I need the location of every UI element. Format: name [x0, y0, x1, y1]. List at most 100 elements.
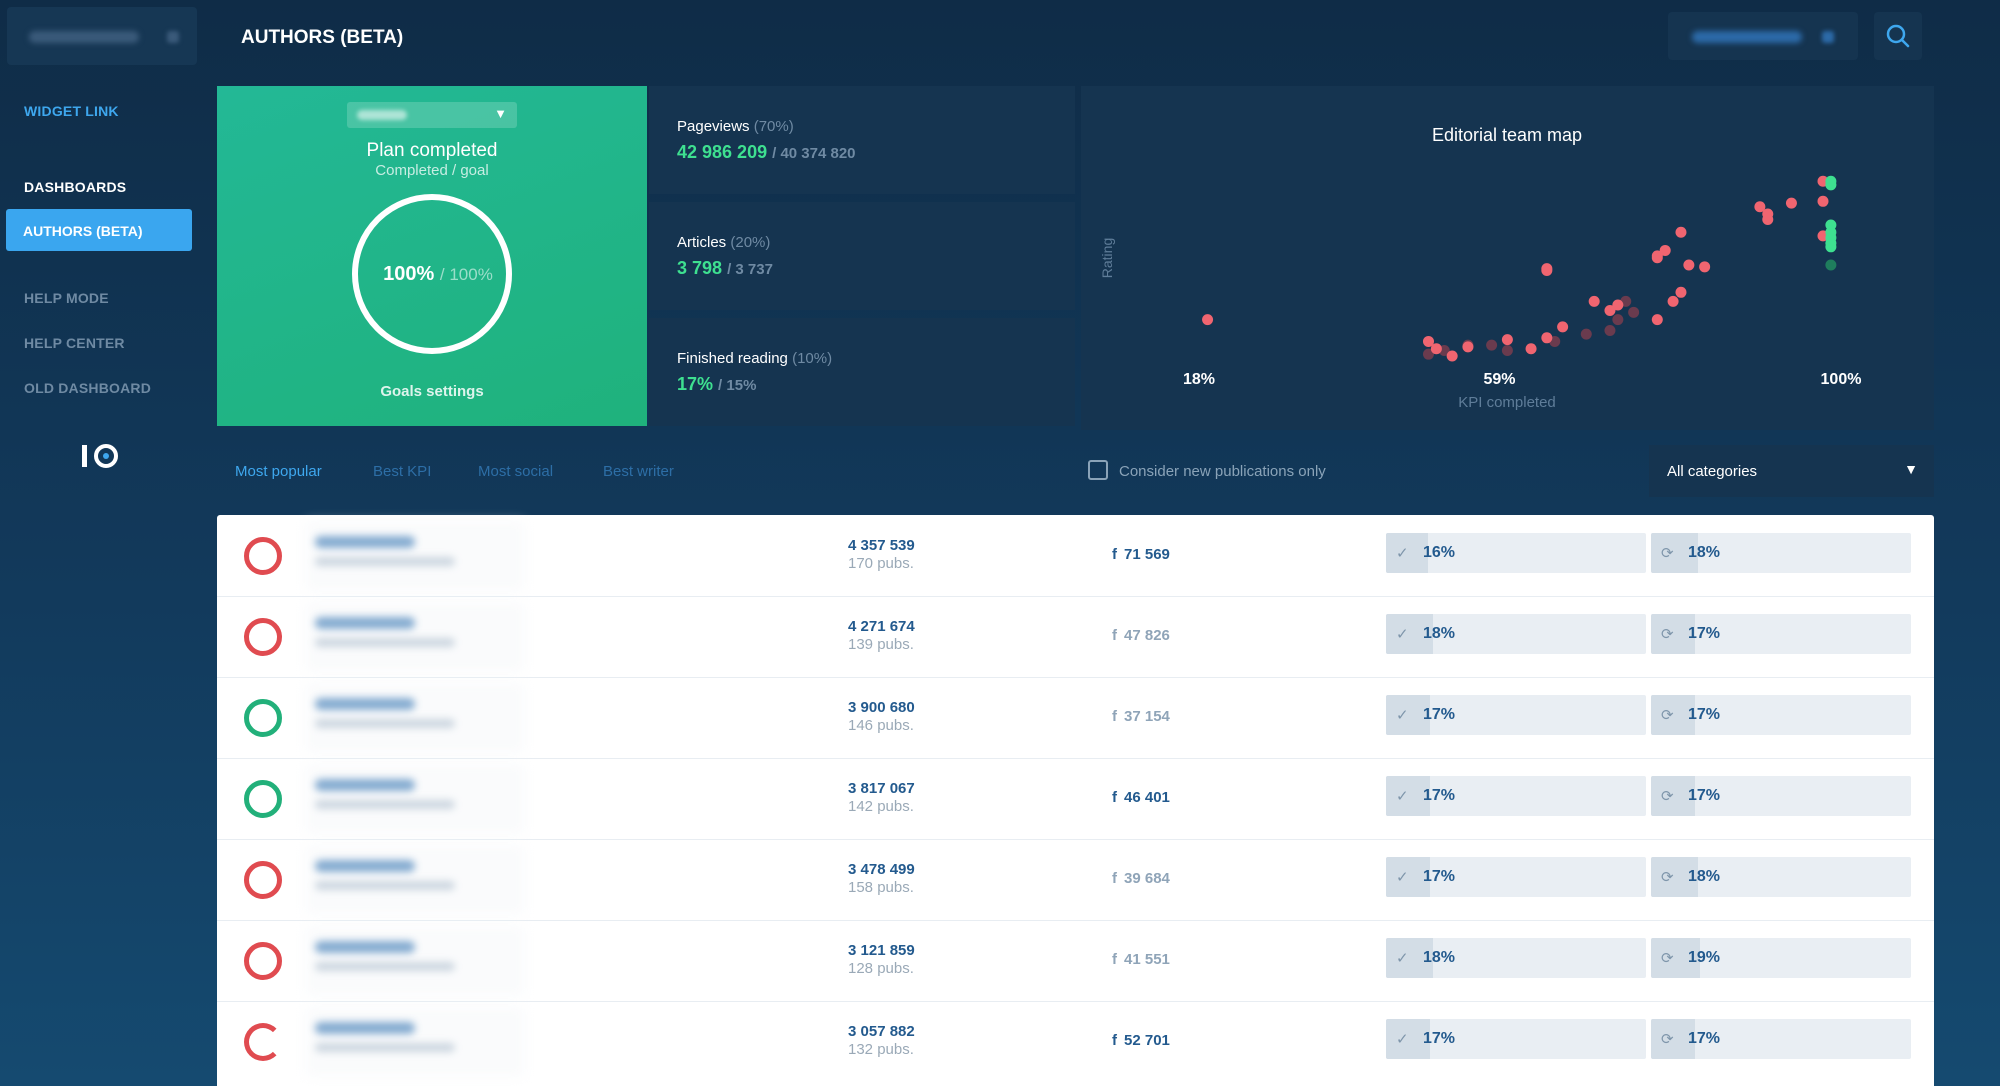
chart-point[interactable]	[1628, 306, 1640, 318]
chart-point[interactable]	[1501, 334, 1513, 346]
chart-point[interactable]	[1683, 259, 1695, 271]
chart-point[interactable]	[1612, 299, 1624, 311]
tab-best-kpi[interactable]: Best KPI	[373, 463, 432, 480]
facebook-icon: f	[1112, 627, 1117, 644]
category-select[interactable]: All categories ▼	[1649, 445, 1934, 497]
author-name-cell	[305, 602, 525, 672]
tab-most-social[interactable]: Most social	[478, 463, 554, 480]
chart-point[interactable]	[1462, 341, 1474, 353]
chart-point[interactable]	[1825, 241, 1837, 253]
chart-point[interactable]	[1202, 314, 1214, 326]
search-button[interactable]	[1874, 12, 1922, 60]
chart-point[interactable]	[1541, 332, 1553, 344]
metric-card-finished-reading: Finished reading (10%) 17% / 15%	[649, 318, 1075, 426]
chart-point[interactable]	[1541, 263, 1553, 275]
date-range-picker[interactable]	[1668, 12, 1858, 60]
dashboards-heading[interactable]: DASHBOARDS	[24, 179, 127, 195]
facebook-icon: f	[1112, 1032, 1117, 1049]
table-row[interactable]: 3 121 859 128 pubs. f 41 551 ✓ 18% ⟳ 19%	[217, 920, 1934, 1001]
chart-point[interactable]	[1588, 295, 1600, 307]
chart-point[interactable]	[1675, 286, 1687, 298]
author-name[interactable]	[315, 698, 415, 710]
chart-point[interactable]	[1762, 214, 1774, 225]
chart-point[interactable]	[1501, 345, 1513, 357]
kpi-bar-fill	[1386, 695, 1431, 735]
facebook-shares-value: 47 826	[1124, 627, 1170, 644]
goals-settings-link[interactable]: Goals settings	[380, 383, 484, 400]
publications-count: 146 pubs.	[848, 717, 914, 734]
chart-point[interactable]	[1699, 261, 1711, 273]
chart-point[interactable]	[1430, 343, 1442, 355]
chart-point[interactable]	[1612, 314, 1624, 326]
author-name-cell	[305, 1007, 525, 1077]
chart-point[interactable]	[1817, 195, 1829, 207]
kpi-bar: ✓ 16%	[1386, 533, 1646, 573]
tab-most-popular[interactable]: Most popular	[235, 463, 322, 480]
plan-goal-value: / 100%	[439, 265, 493, 284]
chart-point[interactable]	[1446, 350, 1458, 362]
kpi-bar-fill	[1386, 1019, 1431, 1059]
facebook-shares-value: 46 401	[1124, 789, 1170, 806]
facebook-icon: f	[1112, 708, 1117, 725]
month-select[interactable]: ▼	[347, 102, 517, 128]
chart-point[interactable]	[1659, 244, 1671, 256]
facebook-shares: f 46 401	[1112, 789, 1170, 806]
author-name[interactable]	[315, 941, 415, 953]
metric-weight: (70%)	[753, 118, 794, 135]
metric-goal: / 40 374 820	[772, 145, 856, 162]
author-name[interactable]	[315, 1022, 415, 1034]
new-publications-label[interactable]: Consider new publications only	[1119, 463, 1326, 480]
kpi-bar-fill	[1386, 533, 1428, 573]
chart-point[interactable]	[1667, 295, 1679, 307]
chart-point[interactable]	[1422, 335, 1434, 347]
chart-point[interactable]	[1580, 328, 1592, 340]
metric-card-articles: Articles (20%) 3 798 / 3 737	[649, 202, 1075, 310]
chart-point[interactable]	[1525, 343, 1537, 355]
author-name[interactable]	[315, 779, 415, 791]
widget-link[interactable]: WIDGET LINK	[24, 103, 119, 119]
old-dashboard-link[interactable]: OLD DASHBOARD	[24, 380, 152, 396]
facebook-shares-value: 37 154	[1124, 708, 1170, 725]
table-row[interactable]: 3 057 882 132 pubs. f 52 701 ✓ 17% ⟳ 17%	[217, 1001, 1934, 1082]
chart-point[interactable]	[1785, 197, 1797, 209]
finished-reading-value: 19%	[1688, 949, 1721, 966]
plan-ring-label: 100% / 100%	[358, 263, 518, 286]
chart-point[interactable]	[1557, 321, 1569, 333]
tab-best-writer[interactable]: Best writer	[603, 463, 674, 480]
chart-point[interactable]	[1604, 305, 1616, 316]
help-center-link[interactable]: HELP CENTER	[24, 335, 125, 351]
pageviews-value: 3 900 680	[848, 699, 915, 716]
row-divider	[217, 920, 1934, 921]
refresh-icon: ⟳	[1661, 950, 1674, 967]
chart-point[interactable]	[1651, 314, 1663, 326]
checkmark-icon: ✓	[1396, 1031, 1409, 1048]
author-name[interactable]	[315, 617, 415, 629]
chart-point[interactable]	[1825, 259, 1837, 271]
io-logo-icon[interactable]	[80, 440, 120, 472]
chart-point[interactable]	[1422, 348, 1434, 360]
plan-title: Plan completed	[366, 140, 498, 161]
author-name[interactable]	[315, 536, 415, 548]
chart-point[interactable]	[1675, 226, 1687, 238]
refresh-icon: ⟳	[1661, 788, 1674, 805]
finished-reading-value: 17%	[1688, 625, 1721, 642]
chart-point[interactable]	[1825, 179, 1837, 191]
table-row[interactable]: 3 900 680 146 pubs. f 37 154 ✓ 17% ⟳ 17%	[217, 677, 1934, 758]
chevron-down-icon: ▼	[1904, 461, 1918, 477]
new-publications-checkbox[interactable]	[1088, 460, 1108, 480]
table-row[interactable]: 3 817 067 142 pubs. f 46 401 ✓ 17% ⟳ 17%	[217, 758, 1934, 839]
help-mode-link[interactable]: HELP MODE	[24, 290, 109, 306]
plan-subtitle: Completed / goal	[375, 162, 489, 179]
sidebar-item-authors-beta[interactable]: AUTHORS (BETA)	[6, 209, 192, 251]
chart-point[interactable]	[1754, 201, 1766, 213]
table-row[interactable]: 4 271 674 139 pubs. f 47 826 ✓ 18% ⟳ 17%	[217, 596, 1934, 677]
chart-point[interactable]	[1486, 339, 1498, 351]
site-select-dropdown[interactable]	[7, 7, 197, 65]
chart-point[interactable]	[1651, 252, 1663, 264]
table-row[interactable]: 3 478 499 158 pubs. f 39 684 ✓ 17% ⟳ 18%	[217, 839, 1934, 920]
facebook-icon: f	[1112, 951, 1117, 968]
table-row[interactable]: 4 357 539 170 pubs. f 71 569 ✓ 16% ⟳ 18%	[217, 515, 1934, 596]
chart-point[interactable]	[1604, 325, 1616, 337]
facebook-shares-value: 39 684	[1124, 870, 1170, 887]
author-name[interactable]	[315, 860, 415, 872]
